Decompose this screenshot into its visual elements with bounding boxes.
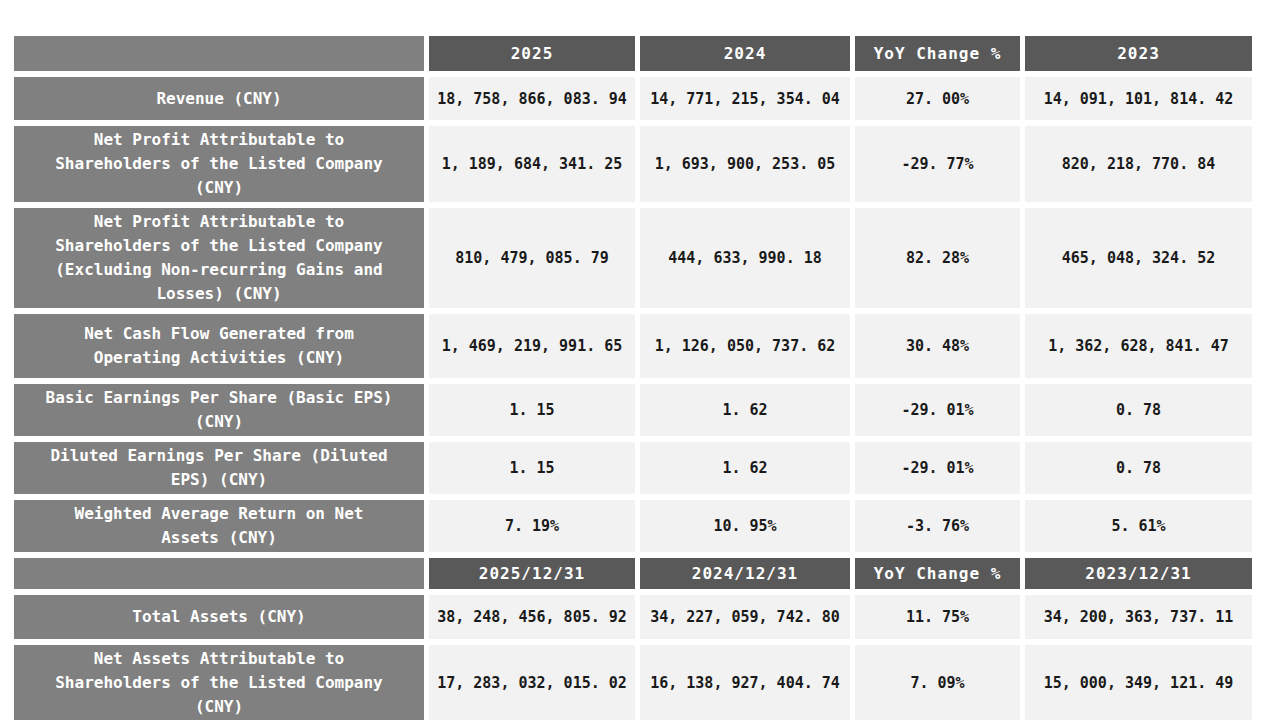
column-header-yoy-change-2: YoY Change % (855, 558, 1020, 589)
table-row-net-assets: Net Assets Attributable to Shareholders … (14, 645, 1252, 720)
row-label: Diluted Earnings Per Share (Diluted EPS)… (14, 442, 424, 494)
table-row-weighted-avg-return: Weighted Average Return on Net Assets (C… (14, 500, 1252, 552)
cell-value: 1, 469, 219, 991. 65 (429, 314, 635, 378)
cell-value: 1, 362, 628, 841. 47 (1025, 314, 1252, 378)
cell-value: 444, 633, 990. 18 (640, 208, 850, 308)
cell-value: 820, 218, 770. 84 (1025, 126, 1252, 202)
cell-value: -3. 76% (855, 500, 1020, 552)
row-label: Net Assets Attributable to Shareholders … (14, 645, 424, 720)
cell-value: 1, 693, 900, 253. 05 (640, 126, 850, 202)
row-label: Revenue (CNY) (14, 77, 424, 120)
cell-value: 11. 75% (855, 595, 1020, 639)
cell-value: 82. 28% (855, 208, 1020, 308)
row-label: Net Profit Attributable to Shareholders … (14, 126, 424, 202)
cell-value: 10. 95% (640, 500, 850, 552)
header-blank-cell (14, 558, 424, 589)
column-header-2024-12-31: 2024/12/31 (640, 558, 850, 589)
column-header-yoy-change: YoY Change % (855, 36, 1020, 71)
cell-value: 18, 758, 866, 083. 94 (429, 77, 635, 120)
cell-value: 27. 00% (855, 77, 1020, 120)
row-label: Weighted Average Return on Net Assets (C… (14, 500, 424, 552)
cell-value: 1, 126, 050, 737. 62 (640, 314, 850, 378)
cell-value: -29. 01% (855, 442, 1020, 494)
cell-value: 1, 189, 684, 341. 25 (429, 126, 635, 202)
cell-value: 5. 61% (1025, 500, 1252, 552)
row-label: Basic Earnings Per Share (Basic EPS) (CN… (14, 384, 424, 436)
cell-value: 1. 15 (429, 384, 635, 436)
column-header-2025: 2025 (429, 36, 635, 71)
cell-value: 14, 091, 101, 814. 42 (1025, 77, 1252, 120)
table-row-net-profit: Net Profit Attributable to Shareholders … (14, 126, 1252, 202)
cell-value: 465, 048, 324. 52 (1025, 208, 1252, 308)
cell-value: -29. 77% (855, 126, 1020, 202)
column-header-2023: 2023 (1025, 36, 1252, 71)
cell-value: 1. 62 (640, 384, 850, 436)
cell-value: 15, 000, 349, 121. 49 (1025, 645, 1252, 720)
data-table: 2025 2024 YoY Change % 2023 Revenue (CNY… (9, 30, 1257, 720)
cell-value: 0. 78 (1025, 442, 1252, 494)
section1-header-row: 2025 2024 YoY Change % 2023 (14, 36, 1252, 71)
cell-value: 34, 227, 059, 742. 80 (640, 595, 850, 639)
cell-value: 7. 19% (429, 500, 635, 552)
header-blank-cell (14, 36, 424, 71)
cell-value: 810, 479, 085. 79 (429, 208, 635, 308)
section2-header-row: 2025/12/31 2024/12/31 YoY Change % 2023/… (14, 558, 1252, 589)
column-header-2023-12-31: 2023/12/31 (1025, 558, 1252, 589)
table-row-revenue: Revenue (CNY) 18, 758, 866, 083. 94 14, … (14, 77, 1252, 120)
row-label: Net Cash Flow Generated from Operating A… (14, 314, 424, 378)
table-row-total-assets: Total Assets (CNY) 38, 248, 456, 805. 92… (14, 595, 1252, 639)
cell-value: 0. 78 (1025, 384, 1252, 436)
cell-value: 16, 138, 927, 404. 74 (640, 645, 850, 720)
cell-value: -29. 01% (855, 384, 1020, 436)
column-header-2025-12-31: 2025/12/31 (429, 558, 635, 589)
row-label: Net Profit Attributable to Shareholders … (14, 208, 424, 308)
column-header-2024: 2024 (640, 36, 850, 71)
cell-value: 34, 200, 363, 737. 11 (1025, 595, 1252, 639)
cell-value: 14, 771, 215, 354. 04 (640, 77, 850, 120)
financial-summary-table: 2025 2024 YoY Change % 2023 Revenue (CNY… (9, 30, 1267, 720)
table-row-net-cash-flow: Net Cash Flow Generated from Operating A… (14, 314, 1252, 378)
cell-value: 7. 09% (855, 645, 1020, 720)
table-row-basic-eps: Basic Earnings Per Share (Basic EPS) (CN… (14, 384, 1252, 436)
cell-value: 30. 48% (855, 314, 1020, 378)
table-row-diluted-eps: Diluted Earnings Per Share (Diluted EPS)… (14, 442, 1252, 494)
cell-value: 1. 62 (640, 442, 850, 494)
table-row-net-profit-excl-nonrecurring: Net Profit Attributable to Shareholders … (14, 208, 1252, 308)
cell-value: 1. 15 (429, 442, 635, 494)
cell-value: 17, 283, 032, 015. 02 (429, 645, 635, 720)
row-label: Total Assets (CNY) (14, 595, 424, 639)
cell-value: 38, 248, 456, 805. 92 (429, 595, 635, 639)
